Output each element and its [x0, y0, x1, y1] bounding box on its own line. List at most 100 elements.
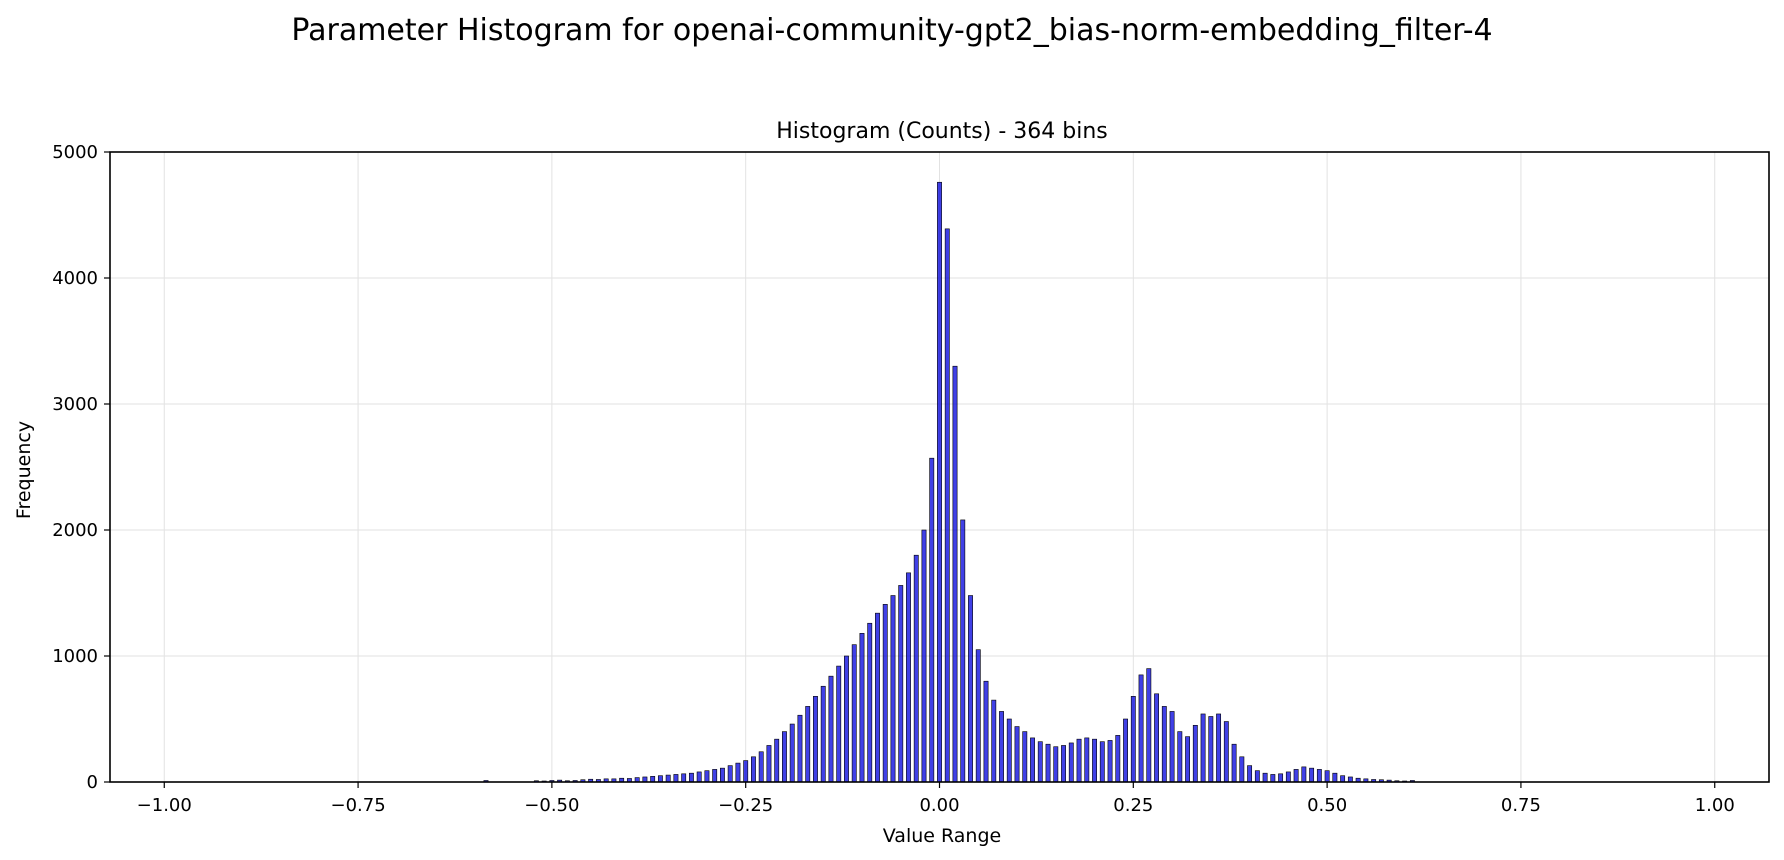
histogram-bar	[828, 675, 834, 783]
histogram-bar	[1022, 731, 1028, 783]
axis-ticks: −1.00 −0.75 −0.50 −0.25 0.00 0.25 0.50 0.75 1.00…	[52, 142, 1735, 816]
histogram-bar	[1285, 771, 1291, 783]
y-tick-label: 3000	[52, 394, 98, 415]
y-tick-label: 1000	[52, 646, 98, 667]
histogram-bar	[1332, 772, 1338, 783]
histogram-bar	[1030, 737, 1035, 783]
histogram-bar	[1068, 742, 1074, 783]
histogram-bar	[1123, 718, 1128, 783]
histogram-bar	[929, 457, 935, 783]
x-tick-label: −0.50	[524, 795, 579, 816]
y-tick-label: 0	[87, 772, 98, 793]
histogram-bar	[952, 365, 958, 783]
histogram-bar	[712, 769, 718, 783]
histogram-bar	[766, 745, 772, 783]
histogram-bar	[991, 699, 997, 783]
histogram-bar	[1309, 767, 1315, 783]
histogram-bar	[968, 595, 973, 783]
histogram-bar	[1076, 738, 1082, 783]
histogram-bar	[898, 585, 904, 783]
histogram-bar	[696, 771, 702, 783]
histogram-bar	[813, 696, 818, 783]
histogram-bar	[890, 595, 896, 783]
histogram-bar	[1146, 668, 1152, 783]
histogram-bar	[1262, 772, 1268, 783]
histogram-bar	[657, 775, 663, 783]
x-tick-label: 0.50	[1307, 795, 1347, 816]
x-tick-label: 0.75	[1501, 795, 1541, 816]
histogram-bar	[1223, 721, 1229, 783]
plot-area-frame	[109, 151, 1770, 783]
histogram-bar	[681, 773, 687, 783]
histogram-bar	[1270, 774, 1276, 783]
histogram-bar	[688, 772, 694, 783]
histogram-bar	[1061, 745, 1066, 783]
chart-title: Histogram (Counts) - 364 bins	[776, 119, 1107, 144]
x-axis-label: Value Range	[883, 825, 1001, 847]
histogram-bar	[1301, 766, 1307, 783]
histogram-bar	[1340, 775, 1346, 783]
histogram-bar	[1092, 738, 1097, 783]
histogram-bar	[1247, 765, 1253, 783]
histogram-bar	[820, 685, 826, 783]
y-axis-label: Frequency	[13, 421, 35, 519]
x-tick-label: −1.00	[137, 795, 192, 816]
x-tick-label: −0.75	[330, 795, 385, 816]
histogram-bar	[1185, 736, 1191, 783]
histogram-bar	[867, 622, 873, 783]
histogram-bar	[1115, 735, 1121, 783]
histogram-bar	[1045, 743, 1051, 783]
histogram-bar	[1107, 740, 1113, 783]
histogram-bar	[1037, 741, 1043, 783]
histogram-bar	[805, 706, 811, 783]
y-tick-label: 4000	[52, 268, 98, 289]
histogram-bar	[1154, 693, 1159, 783]
histogram-bar	[735, 762, 741, 783]
histogram-bar	[1200, 713, 1206, 783]
histogram-bar	[720, 767, 725, 783]
histogram-bar	[851, 644, 857, 783]
histogram-bar	[774, 738, 780, 783]
histogram-bar	[844, 655, 849, 783]
histogram-bars	[483, 181, 1415, 783]
histogram-bar	[1192, 724, 1198, 783]
histogram-bar	[665, 774, 671, 783]
histogram-bar	[1231, 743, 1237, 783]
histogram-bar	[727, 765, 733, 783]
histogram-bar	[1014, 726, 1020, 783]
histogram-bar	[983, 680, 989, 783]
histogram-bar	[797, 714, 803, 783]
figure-title: Parameter Histogram for openai-community…	[291, 13, 1492, 48]
y-tick-label: 5000	[52, 142, 98, 163]
histogram-bar	[1239, 756, 1245, 783]
histogram-bar	[906, 572, 911, 783]
histogram-bar	[1006, 718, 1012, 783]
y-tick-label: 2000	[52, 520, 98, 541]
histogram-bar	[937, 181, 942, 783]
histogram-bar	[751, 756, 756, 783]
histogram-bar	[673, 774, 679, 783]
histogram-bar	[1099, 741, 1105, 783]
histogram-bar	[859, 633, 865, 783]
x-tick-label: 0.25	[1113, 795, 1153, 816]
histogram-bar	[913, 554, 919, 783]
histogram-bar	[743, 760, 749, 783]
histogram-bar	[1138, 674, 1144, 783]
histogram-bar	[650, 776, 656, 783]
x-tick-label: 1.00	[1695, 795, 1735, 816]
histogram-bar	[1324, 770, 1330, 783]
x-tick-label: 0.00	[919, 795, 959, 816]
histogram-bar	[1254, 770, 1260, 783]
histogram-bar	[836, 665, 842, 783]
histogram-bar	[1084, 737, 1090, 783]
histogram-bar	[1208, 716, 1214, 783]
histogram-bar	[758, 751, 764, 783]
histogram-bar	[782, 731, 787, 783]
histogram-bar	[1169, 711, 1175, 783]
histogram-bar	[1177, 731, 1183, 783]
histogram-bar	[975, 649, 981, 783]
histogram-bar	[1293, 769, 1299, 783]
x-tick-label: −0.25	[718, 795, 773, 816]
histogram-bar	[1216, 713, 1222, 783]
